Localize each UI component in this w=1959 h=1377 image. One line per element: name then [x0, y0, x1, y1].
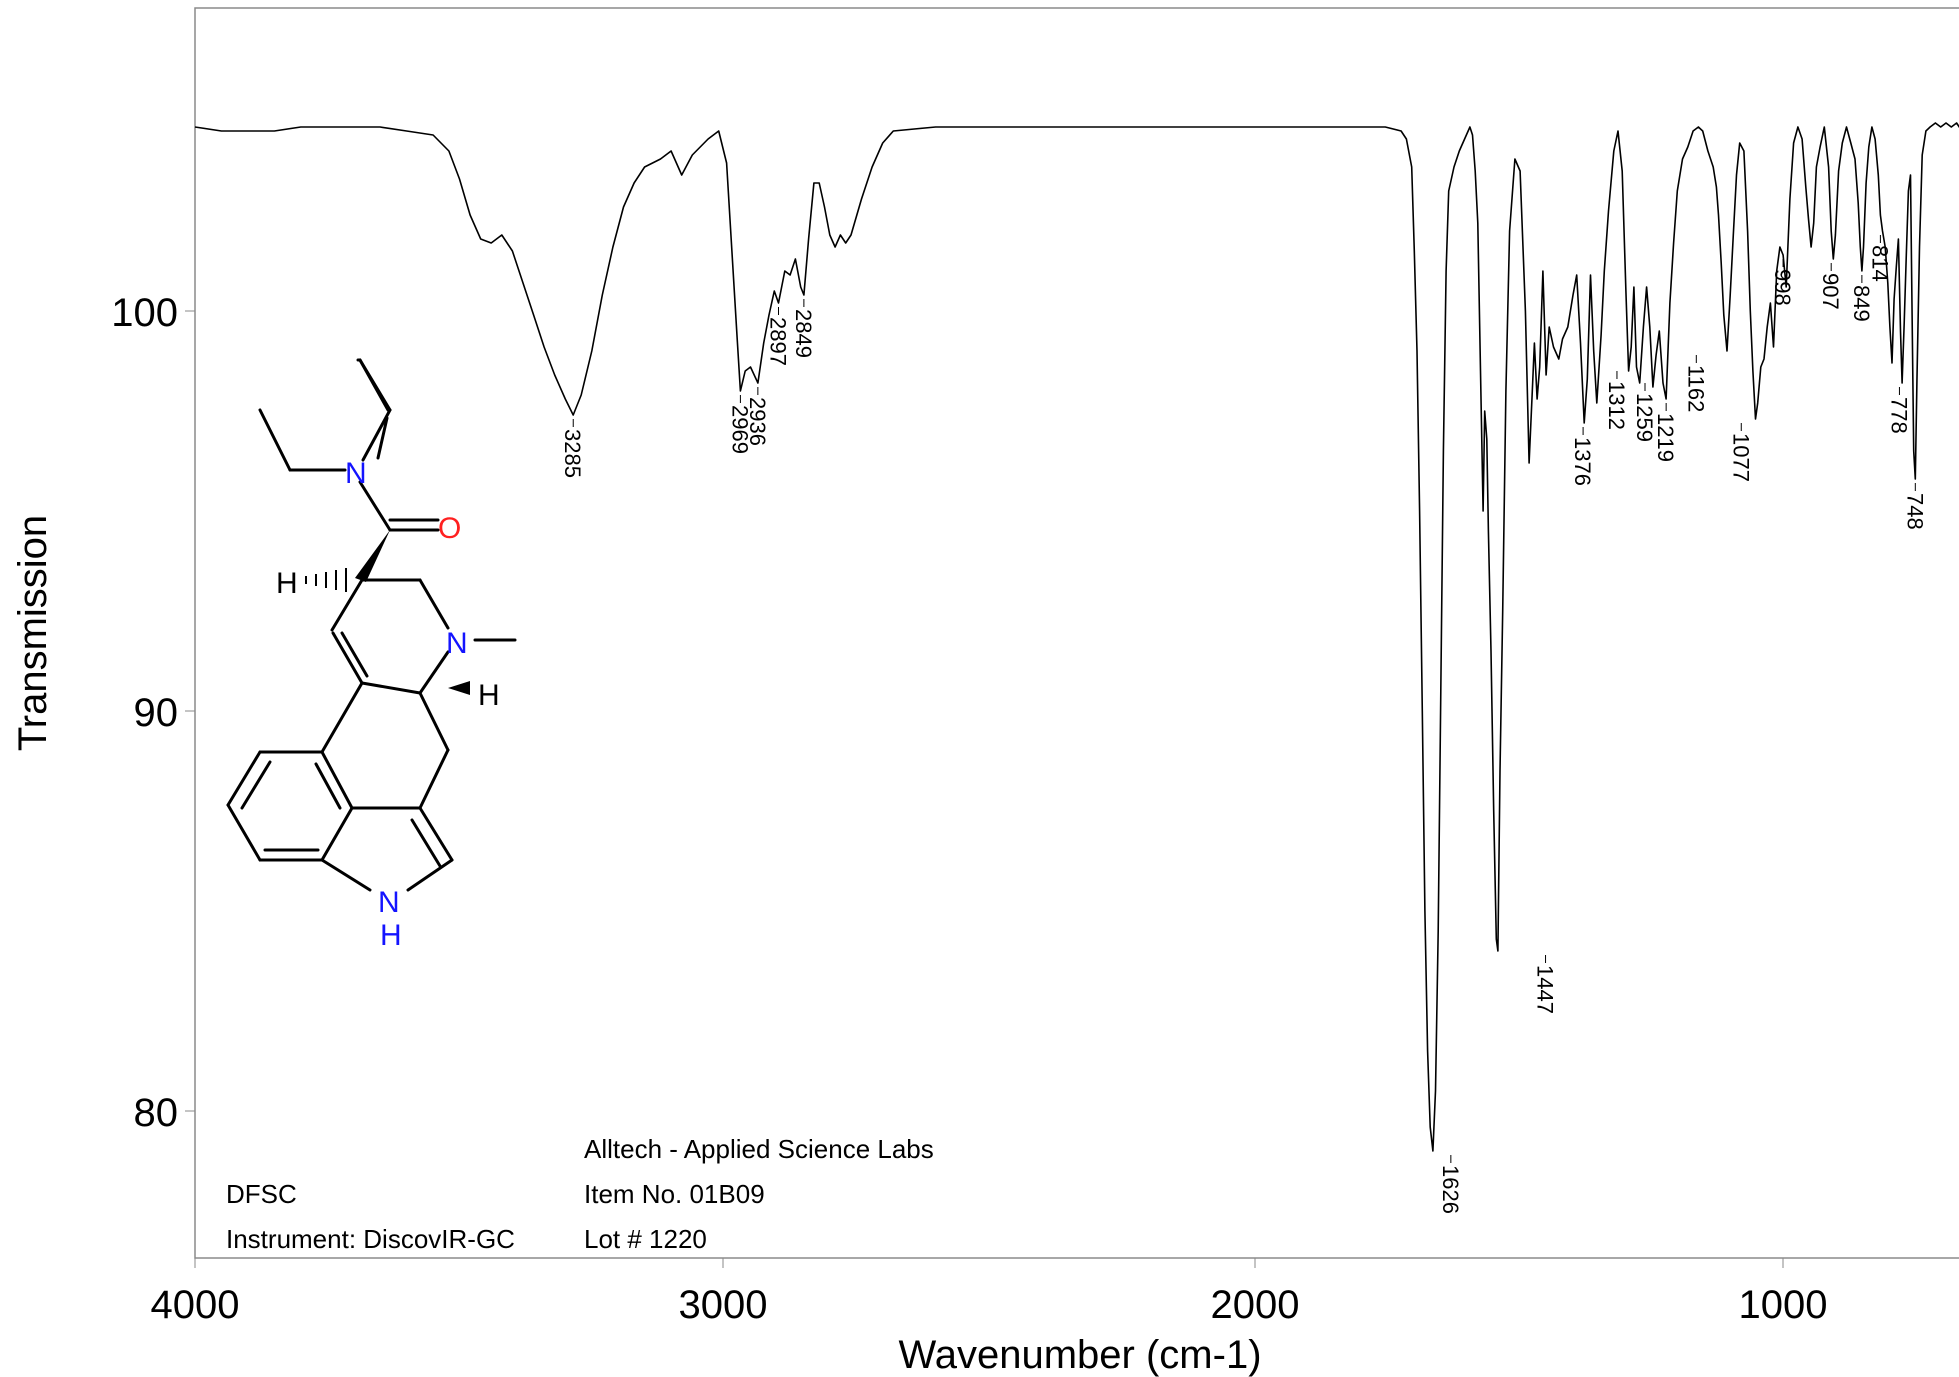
peak-label: 998 — [1770, 269, 1795, 306]
y-tick-label: 90 — [134, 691, 179, 735]
plot-frame — [194, 7, 1959, 1259]
peak-label: 1447 — [1533, 965, 1558, 1014]
peak-label: 1219 — [1653, 413, 1678, 462]
x-tick-label: 4000 — [151, 1283, 240, 1327]
atom-carbonyl-o: O — [438, 512, 461, 545]
x-ticks: 4000 3000 2000 1000 — [151, 1258, 1828, 1327]
peak-label: 2849 — [791, 309, 816, 358]
info-org: DFSC — [226, 1179, 297, 1209]
sample-info: Alltech - Applied Science Labs DFSC Item… — [226, 1134, 934, 1254]
atom-indole-h: H — [380, 919, 402, 952]
peak-label: 814 — [1867, 245, 1892, 282]
peak-label: 2936 — [745, 397, 770, 446]
x-tick-label: 3000 — [679, 1283, 768, 1327]
x-tick-label: 2000 — [1211, 1283, 1300, 1327]
peak-label: 1077 — [1728, 433, 1753, 482]
peak-label: 849 — [1849, 285, 1874, 322]
info-item-number: Item No. 01B09 — [584, 1179, 765, 1209]
peak-label: 1626 — [1438, 1165, 1463, 1214]
y-tick-label: 80 — [134, 1091, 179, 1135]
spectrum-line — [194, 122, 1959, 1152]
y-axis-title: Transmission — [11, 515, 55, 751]
info-lab-name: Alltech - Applied Science Labs — [584, 1134, 934, 1164]
x-axis-title: Wavenumber (cm-1) — [898, 1333, 1261, 1377]
atom-h-stereo-right: H — [478, 679, 500, 712]
atom-indole-n: N — [378, 886, 400, 919]
info-lot-number: Lot # 1220 — [584, 1224, 707, 1254]
molecule-structure — [226, 358, 517, 892]
peak-label: 1312 — [1604, 381, 1629, 430]
molecule-atom-labels: N O H N H N H — [276, 457, 500, 952]
peak-label: 3285 — [560, 429, 585, 478]
atom-ring-n: N — [446, 627, 468, 660]
peak-label: 907 — [1818, 273, 1843, 310]
info-instrument: Instrument: DiscovIR-GC — [226, 1224, 515, 1254]
peak-label: 778 — [1886, 397, 1911, 434]
y-ticks: 100 90 80 — [111, 291, 195, 1135]
peak-label: 748 — [1902, 493, 1927, 530]
peak-label: 1376 — [1570, 437, 1595, 486]
atom-h-stereo-left: H — [276, 567, 298, 600]
atom-amide-n: N — [345, 457, 367, 490]
x-tick-label: 1000 — [1739, 1283, 1828, 1327]
peak-label: 2969 — [727, 405, 752, 454]
hashed-bond — [305, 568, 347, 592]
peak-label: 1162 — [1683, 365, 1708, 412]
peak-label: 1259 — [1632, 393, 1657, 442]
peak-label: 2897 — [765, 317, 790, 366]
y-tick-label: 100 — [111, 291, 178, 335]
